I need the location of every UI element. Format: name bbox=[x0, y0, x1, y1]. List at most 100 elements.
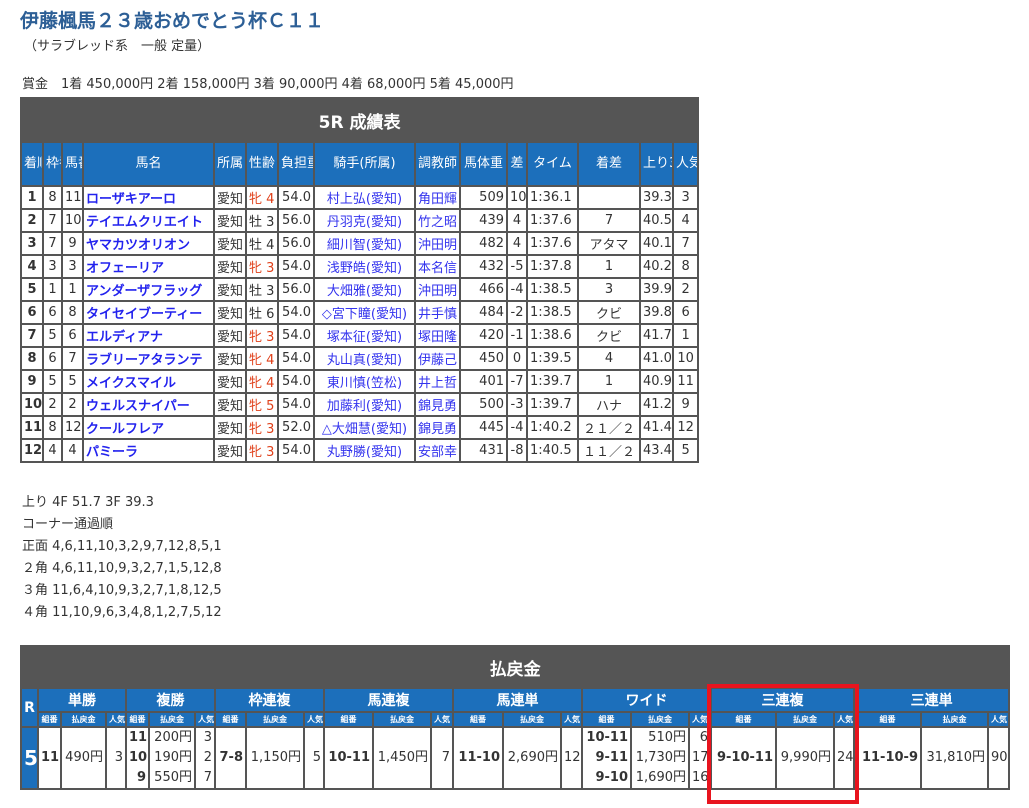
cell-sex-age: 牡 6 bbox=[245, 300, 279, 325]
cell-number: 12 bbox=[61, 415, 84, 440]
cell-trainer[interactable]: 角田輝 bbox=[414, 185, 461, 210]
payout-pop: 24 bbox=[833, 726, 855, 790]
cell-last-3f: 39.3 bbox=[639, 185, 674, 210]
cell-horse[interactable]: ヤマカツオリオン bbox=[82, 231, 215, 256]
cell-sex-age: 牡 3 bbox=[245, 277, 279, 302]
sub-header-pop: 人気 bbox=[986, 711, 1011, 728]
payout-combo-value: 9 bbox=[136, 770, 146, 785]
cell-horse[interactable]: メイクスマイル bbox=[82, 369, 215, 394]
prize-money: 賞金 1着 450,000円 2着 158,000円 3着 90,000円 4着… bbox=[22, 77, 514, 92]
payout-combo-value: 11-10-9 bbox=[861, 750, 918, 765]
cell-popularity: 8 bbox=[671, 254, 700, 279]
cell-jockey[interactable]: 大畑雅(愛知) bbox=[313, 277, 416, 302]
cell-body-weight: 466 bbox=[459, 277, 508, 302]
payout-pop-value: 24 bbox=[837, 750, 854, 765]
payout-pay-value: 510円 bbox=[648, 730, 686, 745]
table-row: 1 8 11 ローザキアーロ 愛知牝 4 54.0 村上弘(愛知) 角田輝 509 10 1:36.… bbox=[20, 185, 700, 210]
cell-jockey[interactable]: 浅野皓(愛知) bbox=[313, 254, 416, 279]
cell-weight-diff: 4 bbox=[506, 208, 528, 233]
payout-combo-value: 11-10 bbox=[458, 750, 500, 765]
cell-frame: 6 bbox=[42, 346, 63, 371]
cell-weight-diff: 4 bbox=[506, 231, 528, 256]
cell-last-3f: 39.8 bbox=[639, 300, 674, 325]
cell-body-weight: 431 bbox=[459, 438, 508, 463]
cell-trainer[interactable]: 竹之昭 bbox=[414, 208, 461, 233]
cell-margin: 1 bbox=[577, 369, 641, 394]
cell-jockey[interactable]: 村上弘(愛知) bbox=[313, 185, 416, 210]
cell-horse[interactable]: ローザキアーロ bbox=[82, 185, 215, 210]
cell-popularity: 12 bbox=[671, 415, 700, 440]
cell-affiliation: 愛知 bbox=[213, 185, 247, 210]
payout-combo: 10-11 9-11 9-10 bbox=[581, 726, 632, 790]
cell-trainer[interactable]: 本名信 bbox=[414, 254, 461, 279]
payout-pay-value: 31,810円 bbox=[926, 750, 986, 765]
race-number: 5 bbox=[20, 726, 39, 790]
table-row: 6 6 8 タイセイブーティー 愛知牡 6 54.0 ◇宮下瞳(愛知) 井手慎 484 -2 1:3… bbox=[20, 300, 700, 325]
sub-header-pop: 人気 bbox=[833, 711, 855, 728]
cell-weight-carried: 54.0 bbox=[277, 185, 315, 210]
cell-number: 10 bbox=[61, 208, 84, 233]
cell-time: 1:40.5 bbox=[526, 438, 579, 463]
cell-trainer[interactable]: 伊藤己 bbox=[414, 346, 461, 371]
cell-horse[interactable]: エルディアナ bbox=[82, 323, 215, 348]
payout-pay: 1,150円 bbox=[245, 726, 305, 790]
cell-jockey[interactable]: 加藤利(愛知) bbox=[313, 392, 416, 417]
payout-pop: 12 bbox=[560, 726, 583, 790]
cell-trainer[interactable]: 塚田隆 bbox=[414, 323, 461, 348]
cell-horse[interactable]: クールフレア bbox=[82, 415, 215, 440]
cell-finish: 9 bbox=[20, 369, 44, 394]
payout-pay-value: 1,150円 bbox=[250, 750, 301, 765]
cell-affiliation: 愛知 bbox=[213, 346, 247, 371]
cell-trainer[interactable]: 井上哲 bbox=[414, 369, 461, 394]
cell-frame: 8 bbox=[42, 415, 63, 440]
cell-jockey[interactable]: 東川慎(笠松) bbox=[313, 369, 416, 394]
cell-jockey[interactable]: 塚本征(愛知) bbox=[313, 323, 416, 348]
cell-jockey[interactable]: ◇宮下瞳(愛知) bbox=[313, 300, 416, 325]
cell-trainer[interactable]: 錦見勇 bbox=[414, 392, 461, 417]
header-popularity: 人気 bbox=[671, 141, 700, 187]
sub-header-pay: 払戻金 bbox=[372, 711, 432, 728]
cell-trainer[interactable]: 井手慎 bbox=[414, 300, 461, 325]
race-number-header: R bbox=[20, 687, 39, 728]
payout-combo: 11 10 9 bbox=[125, 726, 150, 790]
payout-pop-value: 3 bbox=[114, 750, 123, 765]
sub-header-pay: 払戻金 bbox=[148, 711, 196, 728]
payout-pay: 31,810円 bbox=[920, 726, 989, 790]
cell-weight-carried: 54.0 bbox=[277, 346, 315, 371]
cell-jockey[interactable]: 丸野勝(愛知) bbox=[313, 438, 416, 463]
cell-horse[interactable]: パミーラ bbox=[82, 438, 215, 463]
cell-jockey[interactable]: △大畑慧(愛知) bbox=[313, 415, 416, 440]
cell-horse[interactable]: ラブリーアタランテ bbox=[82, 346, 215, 371]
cell-jockey[interactable]: 細川智(愛知) bbox=[313, 231, 416, 256]
cell-horse[interactable]: ウェルスナイパー bbox=[82, 392, 215, 417]
cell-jockey[interactable]: 丹羽克(愛知) bbox=[313, 208, 416, 233]
cell-finish: 7 bbox=[20, 323, 44, 348]
cell-last-3f: 41.7 bbox=[639, 323, 674, 348]
cell-trainer[interactable]: 沖田明 bbox=[414, 277, 461, 302]
cell-trainer[interactable]: 沖田明 bbox=[414, 231, 461, 256]
bet-type-header: 枠連複 bbox=[214, 687, 325, 713]
bet-type-header: 馬連単 bbox=[452, 687, 583, 713]
bet-type-header: 馬連複 bbox=[323, 687, 454, 713]
cell-trainer[interactable]: 錦見勇 bbox=[414, 415, 461, 440]
cell-weight-carried: 56.0 bbox=[277, 208, 315, 233]
cell-horse[interactable]: アンダーザフラッグ bbox=[82, 277, 215, 302]
cell-weight-diff: 0 bbox=[506, 346, 528, 371]
table-row: 9 5 5 メイクスマイル 愛知牝 4 54.0 東川慎(笠松) 井上哲 401 -7 1:39.7… bbox=[20, 369, 700, 394]
cell-horse[interactable]: オフェーリア bbox=[82, 254, 215, 279]
sub-header-pay: 払戻金 bbox=[502, 711, 562, 728]
cell-horse[interactable]: テイエムクリエイト bbox=[82, 208, 215, 233]
cell-time: 1:38.5 bbox=[526, 277, 579, 302]
sub-header-pay: 払戻金 bbox=[60, 711, 107, 728]
cell-frame: 3 bbox=[42, 254, 63, 279]
cell-popularity: 4 bbox=[671, 208, 700, 233]
cell-margin bbox=[577, 185, 641, 210]
cell-finish: 6 bbox=[20, 300, 44, 325]
cell-margin: 4 bbox=[577, 346, 641, 371]
cell-sex-age: 牡 3 bbox=[245, 208, 279, 233]
cell-frame: 5 bbox=[42, 369, 63, 394]
cell-jockey[interactable]: 丸山真(愛知) bbox=[313, 346, 416, 371]
cell-trainer[interactable]: 安部幸 bbox=[414, 438, 461, 463]
header-horse: 馬名 bbox=[82, 141, 215, 187]
cell-horse[interactable]: タイセイブーティー bbox=[82, 300, 215, 325]
